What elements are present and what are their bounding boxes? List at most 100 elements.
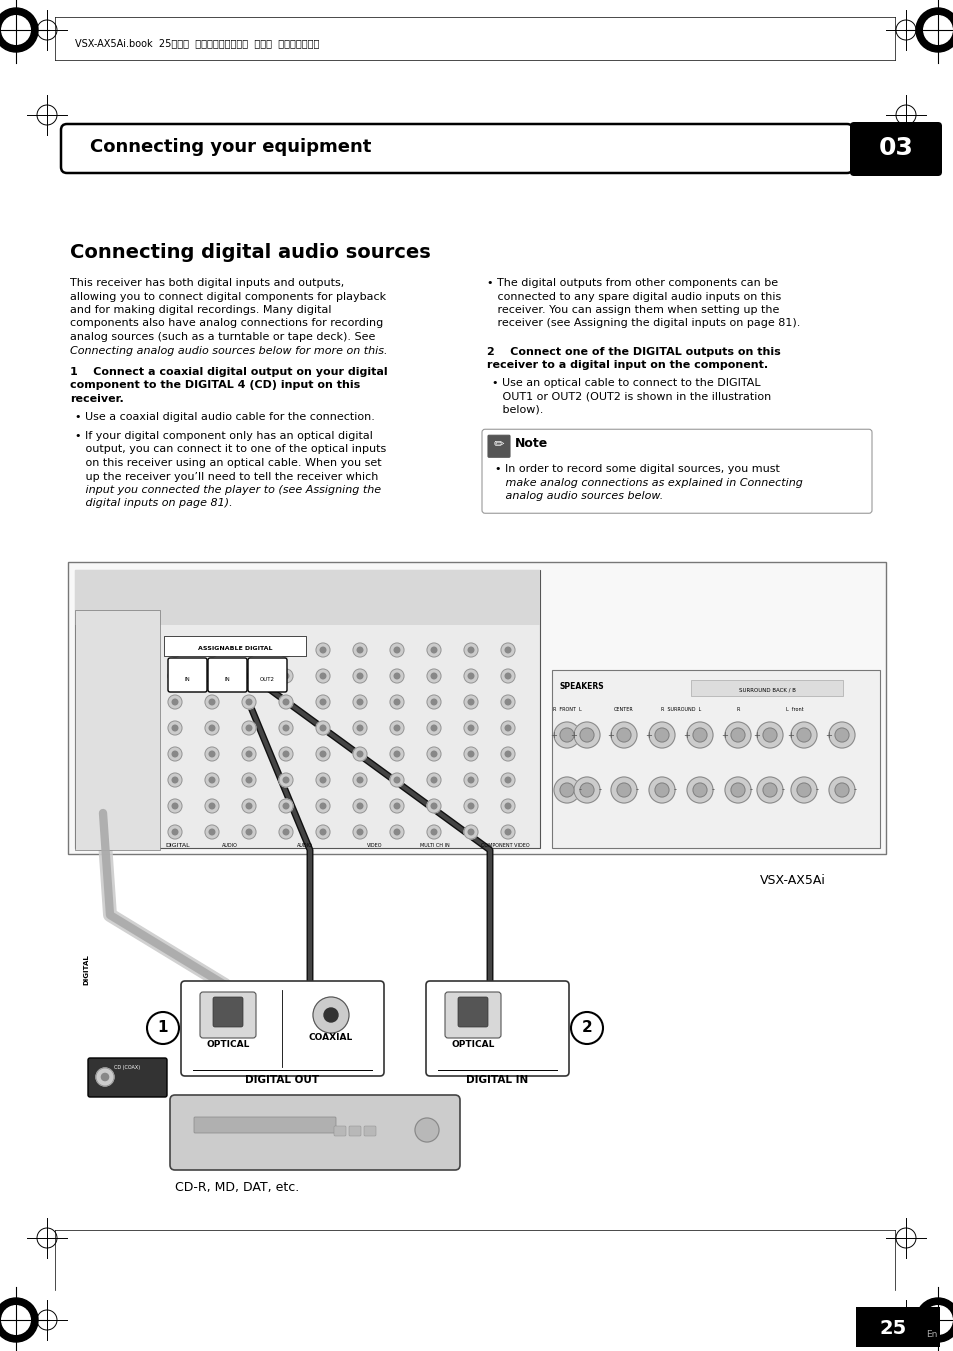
Circle shape: [205, 694, 219, 709]
Circle shape: [283, 751, 289, 757]
Text: analog audio sources below.: analog audio sources below.: [495, 492, 662, 501]
FancyBboxPatch shape: [488, 435, 510, 457]
Circle shape: [353, 773, 367, 788]
Circle shape: [431, 830, 436, 835]
FancyBboxPatch shape: [68, 562, 885, 854]
Circle shape: [468, 673, 474, 678]
Circle shape: [724, 777, 750, 802]
FancyBboxPatch shape: [334, 1125, 346, 1136]
Circle shape: [168, 643, 182, 657]
FancyBboxPatch shape: [552, 670, 879, 848]
Circle shape: [209, 673, 214, 678]
Circle shape: [242, 825, 255, 839]
Circle shape: [278, 747, 293, 761]
Circle shape: [431, 804, 436, 809]
FancyBboxPatch shape: [690, 680, 842, 696]
Circle shape: [353, 747, 367, 761]
Circle shape: [427, 669, 440, 684]
Circle shape: [574, 777, 599, 802]
Circle shape: [427, 721, 440, 735]
Circle shape: [500, 798, 515, 813]
FancyBboxPatch shape: [349, 1125, 360, 1136]
Text: allowing you to connect digital components for playback: allowing you to connect digital componen…: [70, 292, 386, 301]
Circle shape: [353, 669, 367, 684]
Circle shape: [757, 777, 782, 802]
Text: output, you can connect it to one of the optical inputs: output, you can connect it to one of the…: [75, 444, 386, 454]
Text: +: +: [645, 731, 652, 739]
Text: 1: 1: [157, 1020, 168, 1035]
Text: R  SURROUND  L: R SURROUND L: [660, 707, 700, 712]
Circle shape: [427, 747, 440, 761]
Circle shape: [724, 721, 750, 748]
Circle shape: [834, 728, 848, 742]
Circle shape: [283, 777, 289, 782]
Circle shape: [209, 700, 214, 705]
Text: and for making digital recordings. Many digital: and for making digital recordings. Many …: [70, 305, 331, 315]
Circle shape: [505, 725, 510, 731]
Circle shape: [242, 669, 255, 684]
Circle shape: [468, 804, 474, 809]
Text: -: -: [853, 785, 856, 794]
Circle shape: [356, 751, 362, 757]
Circle shape: [205, 643, 219, 657]
Text: -: -: [711, 785, 714, 794]
Text: MULTI CH IN: MULTI CH IN: [419, 843, 450, 848]
Circle shape: [730, 784, 744, 797]
Text: • In order to record some digital sources, you must: • In order to record some digital source…: [495, 465, 779, 474]
Circle shape: [655, 784, 668, 797]
Circle shape: [278, 694, 293, 709]
Circle shape: [242, 747, 255, 761]
Circle shape: [394, 700, 399, 705]
Circle shape: [0, 8, 38, 51]
Circle shape: [315, 643, 330, 657]
Text: components also have analog connections for recording: components also have analog connections …: [70, 319, 383, 328]
Circle shape: [315, 747, 330, 761]
FancyBboxPatch shape: [200, 992, 255, 1038]
Text: +: +: [824, 731, 832, 739]
Circle shape: [390, 694, 403, 709]
Text: -: -: [673, 785, 676, 794]
Text: receiver. You can assign them when setting up the: receiver. You can assign them when setti…: [486, 305, 779, 315]
Text: up the receiver you’ll need to tell the receiver which: up the receiver you’ll need to tell the …: [75, 471, 378, 481]
Circle shape: [353, 825, 367, 839]
Text: on this receiver using an optical cable. When you set: on this receiver using an optical cable.…: [75, 458, 381, 467]
Circle shape: [209, 804, 214, 809]
Circle shape: [648, 721, 675, 748]
Circle shape: [394, 777, 399, 782]
Circle shape: [2, 1305, 30, 1335]
Circle shape: [356, 673, 362, 678]
Circle shape: [246, 725, 252, 731]
Circle shape: [500, 773, 515, 788]
Circle shape: [320, 830, 326, 835]
FancyBboxPatch shape: [75, 570, 539, 848]
Circle shape: [353, 694, 367, 709]
Circle shape: [500, 747, 515, 761]
Circle shape: [431, 700, 436, 705]
Circle shape: [427, 643, 440, 657]
Circle shape: [101, 1074, 109, 1081]
Text: Connecting your equipment: Connecting your equipment: [90, 138, 371, 155]
Circle shape: [463, 798, 477, 813]
Circle shape: [278, 669, 293, 684]
Text: VIDEO: VIDEO: [367, 843, 382, 848]
Circle shape: [505, 830, 510, 835]
Circle shape: [278, 798, 293, 813]
Circle shape: [394, 830, 399, 835]
Circle shape: [168, 825, 182, 839]
Text: OUT2: OUT2: [259, 677, 274, 682]
Text: • Use a coaxial digital audio cable for the connection.: • Use a coaxial digital audio cable for …: [75, 412, 375, 422]
Circle shape: [427, 694, 440, 709]
Text: • If your digital component only has an optical digital: • If your digital component only has an …: [75, 431, 373, 440]
Text: CD-R, MD, DAT, etc.: CD-R, MD, DAT, etc.: [174, 1181, 299, 1194]
Circle shape: [147, 1012, 179, 1044]
Circle shape: [500, 694, 515, 709]
Circle shape: [320, 647, 326, 653]
Circle shape: [205, 825, 219, 839]
Circle shape: [468, 830, 474, 835]
Circle shape: [790, 777, 816, 802]
Circle shape: [246, 830, 252, 835]
Circle shape: [834, 784, 848, 797]
Text: receiver (see Assigning the digital inputs on page 81).: receiver (see Assigning the digital inpu…: [486, 319, 800, 328]
Text: • The digital outputs from other components can be: • The digital outputs from other compone…: [486, 278, 778, 288]
Circle shape: [242, 773, 255, 788]
